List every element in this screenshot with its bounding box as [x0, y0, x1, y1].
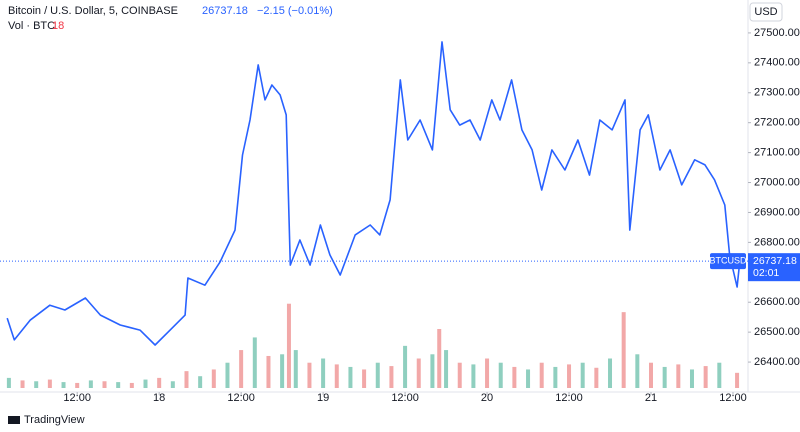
- y-tick-label: 27200.00: [754, 117, 800, 129]
- volume-bar: [498, 362, 503, 388]
- volume-bar: [539, 362, 544, 388]
- volume-value: 18: [52, 20, 64, 32]
- volume-bar: [594, 367, 599, 388]
- header-change: −2.15 (−0.01%): [257, 5, 333, 17]
- x-tick-label: 12:00: [391, 392, 419, 404]
- volume-bar: [75, 382, 80, 388]
- y-tick-label: 27500.00: [754, 27, 800, 39]
- volume-bar: [102, 381, 107, 388]
- volume-bar: [6, 377, 11, 388]
- volume-bar: [457, 362, 462, 388]
- volume-bar: [348, 366, 353, 388]
- volume-bar: [471, 364, 476, 388]
- volume-bar: [61, 382, 66, 388]
- volume-bar: [157, 377, 162, 388]
- volume-bar: [362, 369, 367, 388]
- volume-bar: [662, 366, 667, 388]
- countdown: 02:01: [753, 267, 779, 279]
- volume-bar: [375, 362, 380, 388]
- x-tick-label: 18: [153, 392, 165, 404]
- volume-bar: [280, 354, 285, 388]
- chart-title: Bitcoin / U.S. Dollar, 5, COINBASE: [8, 5, 178, 17]
- series-name: BTCUSD: [709, 256, 747, 266]
- volume-bar: [512, 366, 517, 388]
- y-tick-label: 27000.00: [754, 176, 800, 188]
- volume-bar: [621, 312, 626, 388]
- volume-bar: [116, 382, 121, 388]
- volume-bar: [389, 366, 394, 388]
- volume-bar: [580, 362, 585, 388]
- volume-bar: [143, 379, 148, 388]
- header-price: 26737.18: [202, 5, 248, 17]
- axis-price: 26737.18: [753, 255, 797, 267]
- volume-bar: [239, 350, 244, 388]
- volume-bar: [47, 379, 52, 388]
- x-tick-label: 19: [317, 392, 329, 404]
- volume-bar: [286, 303, 291, 388]
- y-tick-label: 27400.00: [754, 57, 800, 69]
- volume-bar: [735, 372, 740, 388]
- volume-bar: [689, 369, 694, 388]
- volume-bar: [430, 354, 435, 388]
- volume-bar: [252, 337, 257, 388]
- price-label-box: [710, 253, 746, 270]
- x-tick-label: 21: [645, 392, 657, 404]
- volume-bar: [444, 350, 449, 388]
- x-tick-label: 12:00: [719, 392, 747, 404]
- volume-bar: [403, 345, 408, 388]
- y-tick-label: 26500.00: [754, 326, 800, 338]
- volume-bar: [198, 376, 203, 388]
- volume-bar: [526, 369, 531, 388]
- volume-bar: [703, 366, 708, 388]
- x-tick-label: 20: [481, 392, 493, 404]
- brand-logo: TradingView: [8, 414, 85, 426]
- volume-bar: [437, 329, 442, 388]
- volume-bar: [266, 355, 271, 388]
- volume-bar: [416, 358, 421, 388]
- volume-bar: [334, 364, 339, 388]
- volume-label: Vol · BTC: [8, 20, 55, 32]
- y-tick-label: 26900.00: [754, 206, 800, 218]
- currency-button[interactable]: [749, 2, 783, 22]
- volume-bar: [307, 362, 312, 388]
- volume-bar: [321, 358, 326, 388]
- y-tick-label: 26800.00: [754, 236, 800, 248]
- volume-bar: [553, 366, 558, 388]
- volume-bar: [34, 381, 39, 388]
- currency-label[interactable]: USD: [754, 6, 777, 18]
- volume-bar: [129, 382, 134, 388]
- volume-bar: [608, 358, 613, 388]
- volume-bar: [717, 362, 722, 388]
- volume-bar: [567, 364, 572, 388]
- volume-bar: [635, 354, 640, 388]
- y-tick-label: 27300.00: [754, 87, 800, 99]
- x-tick-label: 12:00: [63, 392, 91, 404]
- volume-bar: [211, 369, 216, 388]
- volume-bar: [184, 371, 189, 388]
- brand-name: TradingView: [24, 414, 85, 426]
- volume-bar: [20, 380, 25, 388]
- x-tick-label: 12:00: [227, 392, 255, 404]
- y-tick-label: 26600.00: [754, 296, 800, 308]
- y-tick-label: 27100.00: [754, 147, 800, 159]
- volume-bar: [485, 358, 490, 388]
- volume-bar: [225, 362, 230, 388]
- y-tick-label: 26400.00: [754, 356, 800, 368]
- volume-bar: [648, 362, 653, 388]
- x-tick-label: 12:00: [555, 392, 583, 404]
- volume-bar: [676, 364, 681, 388]
- volume-bar: [88, 380, 93, 388]
- price-line: [6, 41, 741, 346]
- volume-bar: [170, 381, 175, 388]
- axis-price-box: [748, 253, 800, 282]
- volume-bar: [293, 350, 298, 388]
